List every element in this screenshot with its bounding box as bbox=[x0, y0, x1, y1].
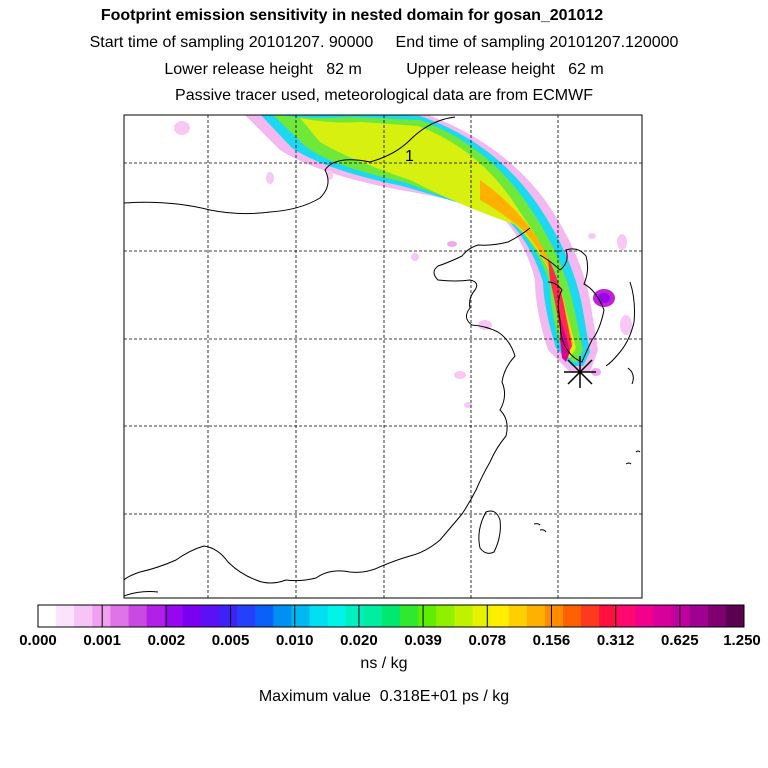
china-east-coast bbox=[124, 331, 516, 584]
faint-patch bbox=[454, 371, 466, 379]
coastline-layer bbox=[124, 116, 641, 597]
bohai-coast bbox=[433, 227, 531, 333]
colorbar-tick-label: 0.001 bbox=[83, 632, 121, 649]
colorbar-swatch bbox=[653, 605, 673, 627]
faint-patch bbox=[174, 121, 190, 135]
faint-patch bbox=[327, 170, 333, 180]
colorbar-swatch bbox=[327, 605, 347, 627]
colorbar-swatch bbox=[381, 605, 401, 627]
faint-patch bbox=[447, 241, 457, 247]
colorbar-swatch bbox=[363, 605, 383, 627]
colorbar-frame bbox=[37, 604, 745, 628]
colorbar-swatch bbox=[92, 605, 111, 627]
colorbar-swatch bbox=[255, 605, 274, 627]
plume-label: 1 bbox=[405, 148, 414, 165]
graticule bbox=[124, 115, 642, 598]
colorbar-tick-label: 0.625 bbox=[661, 632, 699, 649]
faint-patch bbox=[478, 320, 492, 330]
colorbar-swatch bbox=[110, 605, 130, 627]
sea-island bbox=[635, 450, 641, 453]
colorbar-swatch bbox=[526, 605, 546, 627]
taiwan bbox=[478, 510, 501, 554]
colorbar-unit: ns / kg bbox=[360, 655, 408, 672]
colorbar-swatch bbox=[707, 605, 727, 627]
faint-patch bbox=[617, 234, 627, 250]
faint-patch bbox=[266, 172, 274, 184]
colorbar-tick-label: 0.000 bbox=[19, 632, 57, 649]
colorbar-swatch bbox=[562, 605, 582, 627]
faint-patch bbox=[588, 233, 596, 239]
colorbar-tick-label: 0.312 bbox=[597, 632, 635, 649]
plume-band-yellow bbox=[300, 118, 576, 358]
colorbar-swatch bbox=[200, 605, 220, 627]
colorbar-swatch bbox=[472, 605, 492, 627]
sea-island bbox=[533, 523, 541, 526]
korea-coast bbox=[539, 248, 605, 363]
plume-band-cyan bbox=[260, 115, 590, 366]
colorbar-tick-label: 1.250 bbox=[723, 632, 761, 649]
faint-patch bbox=[464, 402, 472, 408]
colorbar-tick-label: 0.010 bbox=[276, 632, 314, 649]
colorbar-swatch bbox=[182, 605, 202, 627]
colorbar-swatch bbox=[309, 605, 329, 627]
japan-coast bbox=[605, 281, 635, 385]
sea-island bbox=[625, 462, 632, 465]
northern-border bbox=[124, 116, 456, 215]
colorbar-swatch bbox=[345, 605, 365, 627]
receptor-star-icon bbox=[564, 356, 596, 388]
colorbar-swatch bbox=[544, 605, 564, 627]
plume-layer bbox=[174, 115, 632, 408]
colorbar-swatch bbox=[74, 605, 93, 627]
colorbar-tick-labels: 0.000 0.001 0.002 0.005 0.010 0.020 0.039 0.078… bbox=[19, 632, 761, 649]
map-frame bbox=[123, 114, 643, 599]
max-value-text: Maximum value 0.318E+01 ps / kg bbox=[258, 688, 510, 705]
colorbar-swatch bbox=[146, 605, 166, 627]
release-height-line: Lower release height 82 m Upper release … bbox=[164, 61, 604, 78]
colorbar-swatch bbox=[291, 605, 311, 627]
plume-band-green bbox=[273, 115, 583, 362]
colorbar-swatch bbox=[599, 605, 618, 627]
colorbar bbox=[37, 604, 745, 628]
colorbar-tick-label: 0.078 bbox=[468, 632, 506, 649]
colorbar-swatch bbox=[56, 605, 75, 627]
colorbar-tick-label: 0.020 bbox=[340, 632, 378, 649]
colorbar-swatch bbox=[418, 605, 437, 627]
colorbar-tick-label: 0.005 bbox=[212, 632, 250, 649]
faint-patch bbox=[620, 315, 632, 335]
colorbar-swatch bbox=[164, 605, 184, 627]
colorbar-swatch bbox=[617, 605, 636, 627]
plume-band-red bbox=[548, 258, 572, 356]
colorbar-swatch bbox=[219, 605, 238, 627]
colorbar-swatch bbox=[128, 605, 148, 627]
colorbar-swatch bbox=[508, 605, 528, 627]
colorbar-swatch bbox=[490, 605, 510, 627]
colorbar-swatch bbox=[436, 605, 455, 627]
colorbar-swatch bbox=[400, 605, 419, 627]
colorbar-swatch bbox=[273, 605, 292, 627]
hotspot-korea-inner bbox=[598, 293, 610, 303]
colorbar-tick-label: 0.156 bbox=[533, 632, 571, 649]
colorbar-swatch bbox=[581, 605, 600, 627]
colorbar-swatch bbox=[237, 605, 256, 627]
colorbar-swatch bbox=[671, 605, 691, 627]
colorbar-swatch bbox=[635, 605, 654, 627]
colorbar-swatch bbox=[38, 605, 57, 627]
sampling-time-line: Start time of sampling 20101207. 90000 E… bbox=[89, 34, 679, 51]
south-edge-coast bbox=[124, 591, 159, 597]
colorbar-tick-label: 0.002 bbox=[148, 632, 186, 649]
sea-island bbox=[539, 529, 547, 533]
colorbar-swatch bbox=[454, 605, 473, 627]
plot-title: Footprint emission sensitivity in nested… bbox=[100, 7, 604, 24]
faint-patch bbox=[411, 253, 419, 261]
colorbar-tick-label: 0.039 bbox=[404, 632, 442, 649]
tracer-info-line: Passive tracer used, meteorological data… bbox=[175, 87, 593, 104]
colorbar-swatch bbox=[725, 605, 745, 627]
colorbar-swatch bbox=[689, 605, 709, 627]
